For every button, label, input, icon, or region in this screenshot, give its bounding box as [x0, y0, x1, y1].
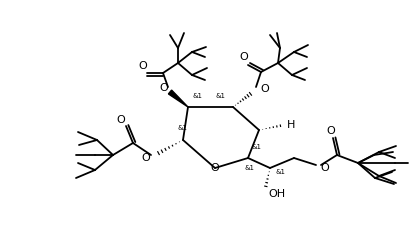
Text: O: O	[160, 83, 168, 93]
Text: O: O	[211, 163, 220, 173]
Text: O: O	[327, 126, 335, 136]
Text: O: O	[320, 163, 329, 173]
Text: O: O	[139, 61, 147, 71]
Text: &1: &1	[244, 165, 254, 171]
Text: H: H	[287, 120, 295, 130]
Text: O: O	[116, 115, 125, 125]
Text: &1: &1	[192, 93, 202, 99]
Text: &1: &1	[177, 125, 187, 131]
Text: &1: &1	[215, 93, 225, 99]
Text: &1: &1	[275, 169, 285, 175]
Text: OH: OH	[268, 189, 285, 199]
Text: O: O	[240, 52, 248, 62]
Text: &1: &1	[252, 144, 262, 150]
Polygon shape	[168, 90, 188, 107]
Text: O: O	[260, 84, 269, 94]
Text: O: O	[141, 153, 150, 163]
